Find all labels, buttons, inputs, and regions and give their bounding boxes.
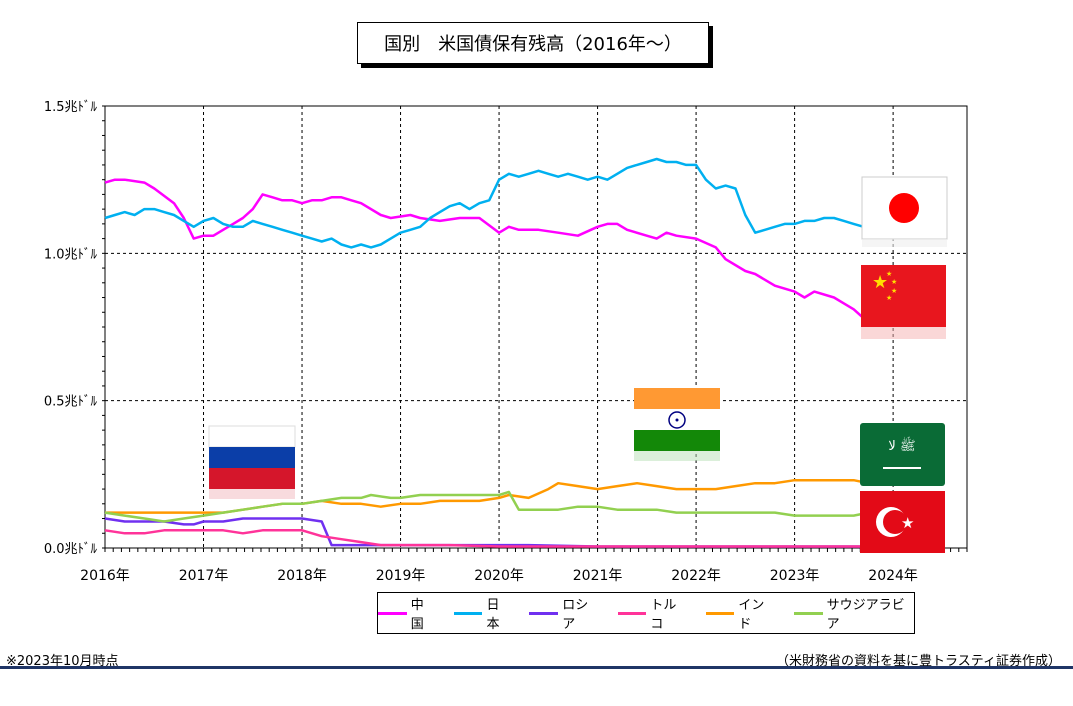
chart-canvas: 0.0兆ﾄﾞﾙ 0.5兆ﾄﾞﾙ 1.0兆ﾄﾞﾙ 1.5兆ﾄﾞﾙ 2016年 2017年 20… bbox=[44, 100, 968, 584]
series-group bbox=[104, 157, 874, 548]
svg-text:★: ★ bbox=[872, 272, 888, 293]
legend-item: トルコ bbox=[617, 594, 688, 632]
x-tick-label: 2023年 bbox=[770, 568, 820, 584]
legend-item: サウジアラビア bbox=[793, 594, 914, 632]
russia-flag-icon bbox=[208, 425, 296, 499]
legend-label: 日本 bbox=[486, 598, 500, 632]
svg-text:★: ★ bbox=[886, 270, 892, 278]
legend-label: インド bbox=[738, 598, 765, 632]
legend-label: ロシア bbox=[562, 598, 589, 632]
legend-item: 中国 bbox=[378, 594, 436, 632]
legend-label: トルコ bbox=[650, 598, 677, 632]
x-tick-label: 2021年 bbox=[573, 568, 623, 584]
svg-text:★: ★ bbox=[901, 514, 914, 532]
legend-item: インド bbox=[705, 594, 776, 632]
series-line-5 bbox=[104, 490, 869, 523]
y-tick-label: 1.0兆ﾄﾞﾙ bbox=[44, 247, 98, 262]
footnote: ※2023年10月時点 bbox=[6, 654, 119, 669]
series-line-2 bbox=[104, 517, 869, 548]
axes: 0.0兆ﾄﾞﾙ 0.5兆ﾄﾞﾙ 1.0兆ﾄﾞﾙ 1.5兆ﾄﾞﾙ 2016年 2017年 20… bbox=[44, 100, 968, 584]
saudi-arabia-flag-icon: ﷺ ﻻ bbox=[860, 423, 945, 486]
legend-label: 中国 bbox=[410, 598, 424, 632]
x-tick-label: 2018年 bbox=[277, 568, 327, 584]
legend-item: 日本 bbox=[453, 594, 512, 632]
legend-swatch bbox=[453, 611, 483, 615]
x-tick-label: 2020年 bbox=[474, 568, 524, 584]
india-flag-icon bbox=[634, 388, 720, 461]
bottom-divider bbox=[0, 666, 1073, 669]
chart-title: 国別 米国債保有残高（2016年～） bbox=[357, 22, 709, 64]
svg-text:★: ★ bbox=[886, 294, 892, 302]
china-flag-icon: ★ ★ ★ ★ ★ bbox=[861, 265, 946, 339]
svg-text:ﷺ ﻻ: ﷺ ﻻ bbox=[888, 436, 915, 454]
x-tick-label: 2017年 bbox=[179, 568, 229, 584]
x-tick-label: 2022年 bbox=[671, 568, 721, 584]
legend-swatch bbox=[529, 611, 559, 615]
series-line-0 bbox=[104, 178, 865, 320]
source-note: （米財務省の資料を基に豊トラスティ証券作成） bbox=[776, 654, 1061, 669]
legend-swatch bbox=[378, 611, 407, 615]
series-line-3 bbox=[104, 529, 869, 548]
y-tick-label: 0.0兆ﾄﾞﾙ bbox=[44, 542, 98, 557]
y-tick-label: 0.5兆ﾄﾞﾙ bbox=[44, 395, 98, 410]
legend-item: ロシア bbox=[529, 594, 599, 632]
x-tick-label: 2016年 bbox=[80, 568, 130, 584]
legend-swatch bbox=[617, 611, 647, 615]
y-tick-label: 1.5兆ﾄﾞﾙ bbox=[44, 100, 98, 115]
legend-label: サウジアラビア bbox=[826, 598, 905, 632]
x-tick-label: 2024年 bbox=[868, 568, 918, 584]
x-tick-label: 2019年 bbox=[376, 568, 426, 584]
svg-text:★: ★ bbox=[891, 287, 897, 295]
legend-swatch bbox=[793, 611, 823, 615]
series-line-1 bbox=[104, 157, 874, 249]
legend-swatch bbox=[705, 611, 735, 615]
turkey-flag-icon: ★ bbox=[860, 491, 945, 553]
japan-flag-icon bbox=[861, 176, 948, 247]
svg-text:★: ★ bbox=[891, 278, 897, 286]
legend: 中国 日本 ロシア トルコ インド サウジアラビア bbox=[377, 592, 915, 634]
